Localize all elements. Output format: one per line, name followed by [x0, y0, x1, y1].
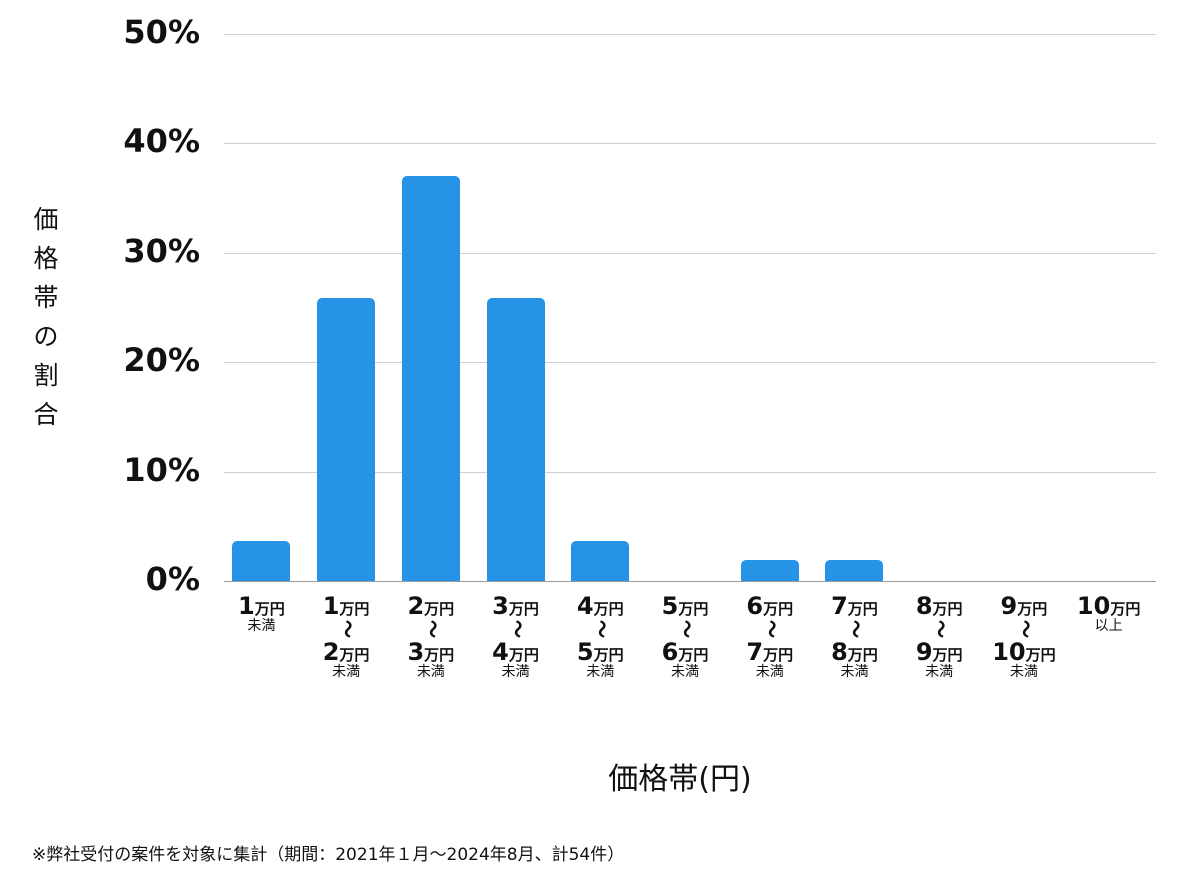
gridline	[224, 34, 1156, 35]
gridline	[224, 143, 1156, 144]
y-tick-label: 20%	[123, 341, 200, 379]
bar	[317, 298, 376, 581]
x-tick-label: 3万円〜 4万円 未満	[492, 592, 539, 680]
x-tick-label: 6万円〜 7万円 未満	[746, 592, 794, 680]
x-tick-label: 7万円〜 8万円 未満	[831, 592, 878, 680]
bar	[486, 298, 545, 581]
bar	[401, 176, 460, 581]
gridline	[224, 253, 1156, 254]
bar	[571, 541, 630, 581]
x-tick-label: 1万円 未満	[238, 592, 285, 634]
x-tick-label: 4万円〜 5万円 未満	[576, 592, 624, 680]
x-tick-label: 10万円 以上	[1076, 592, 1141, 634]
y-axis-title-char: 格	[33, 244, 59, 273]
x-tick-label: 5万円〜 6万円 未満	[661, 592, 709, 680]
bar	[232, 541, 291, 581]
y-axis-title-char: 価	[33, 205, 59, 234]
y-axis-title-char: 合	[33, 400, 59, 429]
x-axis-line	[224, 581, 1156, 582]
y-tick-label: 40%	[123, 122, 200, 160]
y-tick-label: 50%	[123, 13, 200, 51]
y-axis-title-char: 割	[33, 361, 59, 390]
y-axis-title-char: の	[33, 322, 59, 351]
bar	[825, 560, 884, 581]
x-tick-label: 2万円〜 3万円 未満	[407, 592, 455, 680]
x-tick-label: 1万円〜 2万円 未満	[322, 592, 370, 680]
gridline	[224, 362, 1156, 363]
y-axis-title: 価格帯の割合	[30, 200, 62, 434]
footnote: ※弊社受付の案件を対象に集計（期間：2021年１月〜2024年8月、計54件）	[32, 845, 625, 865]
y-axis-title-char: 帯	[33, 283, 59, 312]
x-tick-label: 8万円〜 9万円 未満	[915, 592, 963, 680]
y-tick-label: 0%	[145, 560, 200, 598]
y-tick-label: 30%	[123, 232, 200, 270]
x-tick-label: 9万円〜 10万円 未満	[992, 592, 1056, 680]
bar	[740, 560, 799, 581]
x-axis-title: 価格帯(円)	[608, 762, 752, 797]
y-tick-label: 10%	[123, 451, 200, 489]
gridline	[224, 472, 1156, 473]
